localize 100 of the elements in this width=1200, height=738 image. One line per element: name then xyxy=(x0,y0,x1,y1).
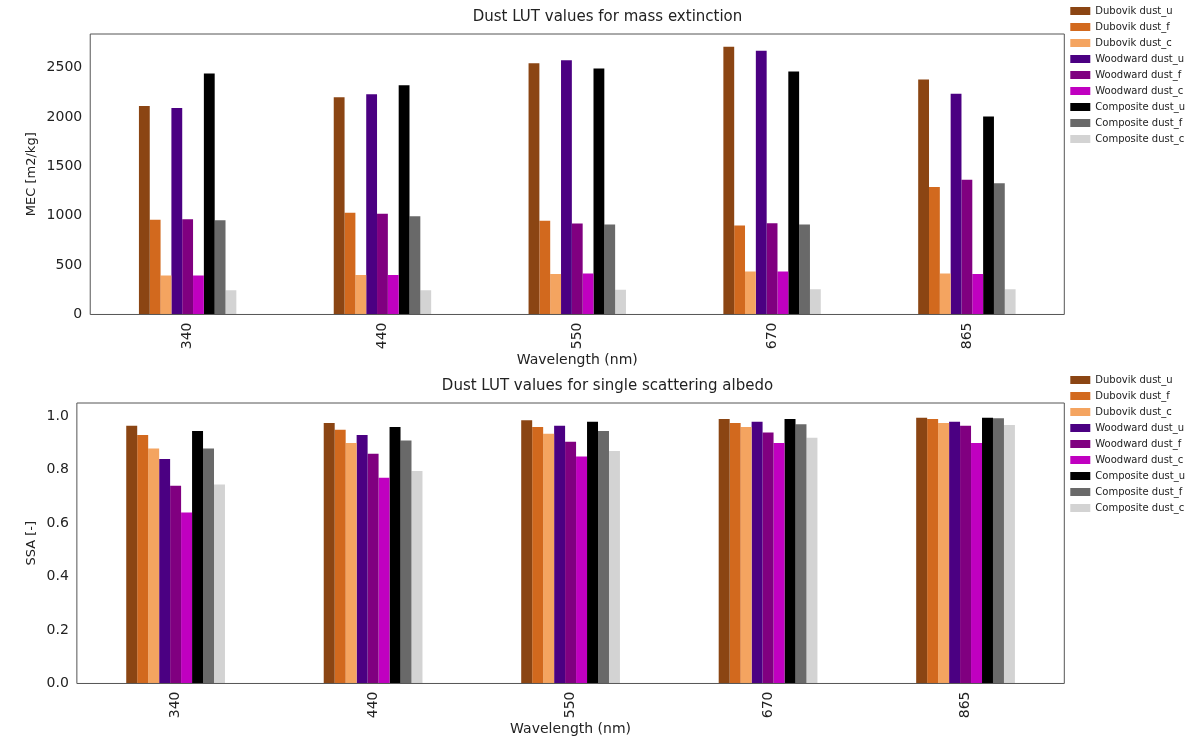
bar xyxy=(411,471,423,684)
bar xyxy=(916,417,928,684)
x-tick-label: 340 xyxy=(166,691,183,719)
bar xyxy=(582,273,594,315)
bar xyxy=(149,219,161,315)
legend-label: Dubovik dust_f xyxy=(1095,389,1171,402)
bar xyxy=(587,421,599,684)
bar xyxy=(1003,424,1015,684)
x-axis-title: Wavelength (nm) xyxy=(510,720,632,737)
bar xyxy=(773,443,785,684)
legend-label: Woodward dust_u xyxy=(1095,52,1185,65)
bar xyxy=(398,85,410,315)
y-tick-label: 2000 xyxy=(46,107,83,124)
bar xyxy=(806,437,818,684)
y-tick-label: 500 xyxy=(55,255,83,272)
chart-title: Dust LUT values for single scattering albedo xyxy=(441,375,774,394)
y-axis-title: MEC [m2/kg] xyxy=(23,132,39,217)
bar xyxy=(982,417,993,684)
legend-label: Composite dust_c xyxy=(1095,501,1185,514)
bar xyxy=(992,418,1004,684)
y-tick-label: 1.0 xyxy=(46,407,69,423)
bar xyxy=(345,443,357,684)
bar xyxy=(356,435,368,684)
x-axis-title: Wavelength (nm) xyxy=(516,351,638,368)
bar xyxy=(323,423,335,684)
bar xyxy=(784,419,796,684)
bar xyxy=(387,274,399,315)
y-tick-label: 0.4 xyxy=(46,567,69,584)
y-tick-label: 0.2 xyxy=(46,620,69,637)
y-tick-label: 0.0 xyxy=(46,674,69,691)
x-tick-label: 550 xyxy=(567,322,584,350)
x-tick-label: 670 xyxy=(762,322,779,350)
legend-label: Composite dust_u xyxy=(1095,100,1185,113)
bar xyxy=(528,63,540,315)
bar xyxy=(138,106,150,315)
bar xyxy=(576,456,588,684)
bar xyxy=(554,425,566,684)
bar xyxy=(182,219,194,315)
y-tick-label: 0.6 xyxy=(46,513,69,530)
y-tick-label: 0 xyxy=(73,305,83,322)
bar xyxy=(993,183,1005,315)
bar xyxy=(972,273,984,315)
bar xyxy=(203,448,215,684)
bar xyxy=(788,71,800,315)
bar xyxy=(918,79,930,315)
legend-label: Dubovik dust_c xyxy=(1095,36,1172,49)
bar xyxy=(571,223,583,315)
bar xyxy=(550,273,562,315)
bar xyxy=(389,427,401,684)
bar xyxy=(214,484,225,684)
bar xyxy=(745,271,756,315)
bar xyxy=(543,433,555,684)
bar xyxy=(192,431,204,684)
bar xyxy=(148,448,160,684)
bar xyxy=(334,429,346,684)
bar xyxy=(1004,289,1016,315)
legend-label: Dubovik dust_c xyxy=(1095,405,1172,418)
x-tick-label: 340 xyxy=(178,322,195,350)
bar xyxy=(521,420,533,684)
y-tick-label: 0.8 xyxy=(46,460,69,477)
bar xyxy=(766,223,778,315)
bar xyxy=(214,220,226,315)
legend-label: Woodward dust_f xyxy=(1095,437,1182,450)
bar xyxy=(608,451,620,684)
bar xyxy=(378,477,390,684)
bar xyxy=(400,440,412,684)
bar xyxy=(160,275,172,315)
bar xyxy=(344,212,356,315)
legend-label: Dubovik dust_f xyxy=(1095,20,1171,33)
bar xyxy=(615,289,626,315)
bar xyxy=(799,224,810,315)
bar xyxy=(366,94,378,315)
bar xyxy=(171,108,183,315)
bar xyxy=(561,60,572,315)
bar xyxy=(929,187,940,315)
bar xyxy=(723,46,735,315)
legend-label: Dubovik dust_u xyxy=(1095,373,1173,386)
bar xyxy=(593,68,605,315)
bar xyxy=(729,423,741,684)
bar xyxy=(539,220,551,315)
bar xyxy=(734,225,746,315)
bar xyxy=(751,421,763,684)
bar xyxy=(565,441,577,684)
bar xyxy=(170,485,182,684)
y-tick-label: 2500 xyxy=(46,58,83,75)
legend-label: Woodward dust_f xyxy=(1095,68,1182,81)
bar xyxy=(159,459,171,684)
x-tick-label: 670 xyxy=(758,691,775,719)
bar xyxy=(961,179,973,315)
x-tick-label: 865 xyxy=(956,691,973,719)
bar xyxy=(225,290,237,315)
x-tick-label: 550 xyxy=(561,691,578,719)
bar xyxy=(193,275,204,315)
bar xyxy=(960,425,972,684)
bar xyxy=(355,274,367,315)
x-tick-label: 440 xyxy=(373,322,390,350)
bar xyxy=(598,431,609,684)
legend-label: Woodward dust_c xyxy=(1095,453,1184,466)
y-tick-label: 1000 xyxy=(46,206,83,223)
bar xyxy=(604,224,616,315)
